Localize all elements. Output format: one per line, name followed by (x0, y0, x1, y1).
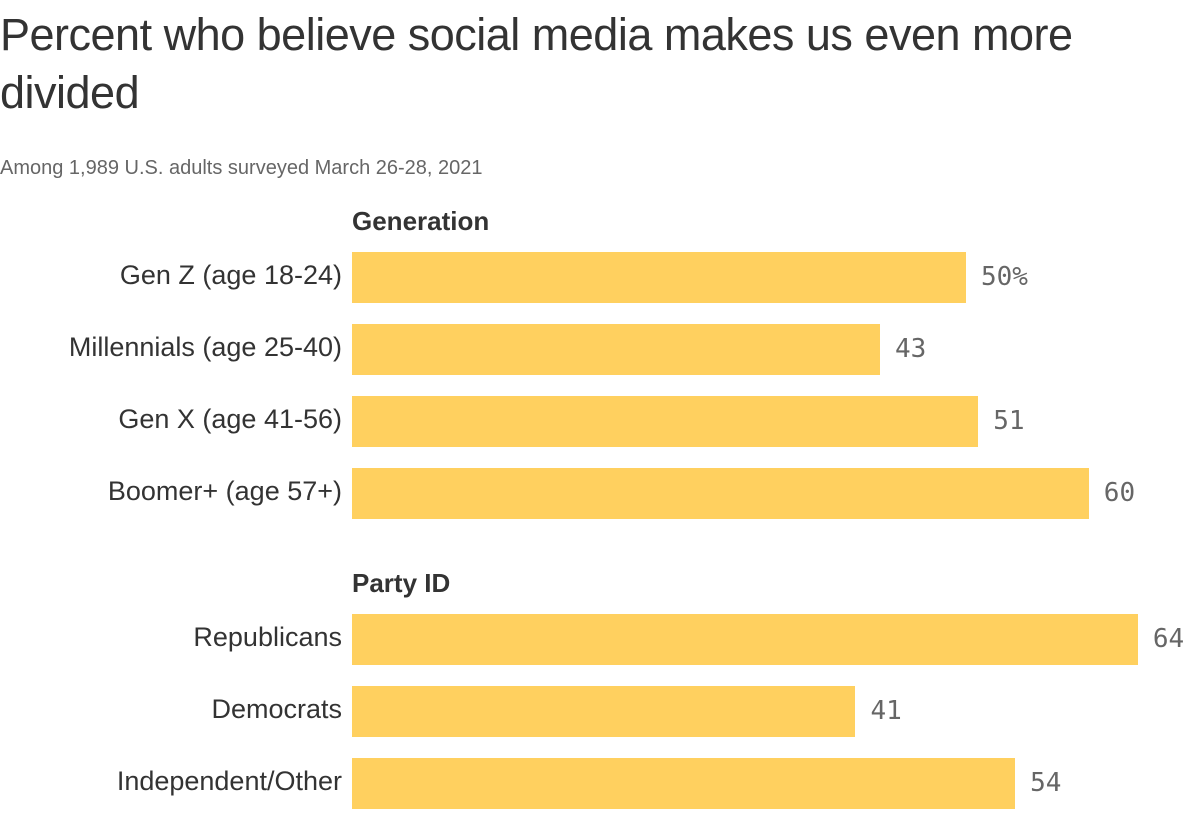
category-label: Gen X (age 41-56) (118, 404, 342, 434)
value-label: 54 (1030, 768, 1062, 798)
category-label: Independent/Other (116, 766, 342, 796)
bar (352, 324, 881, 375)
value-label: 41 (870, 696, 902, 726)
bar (352, 252, 966, 303)
category-label: Boomer+ (age 57+) (107, 476, 342, 506)
value-label: 64 (1152, 624, 1185, 654)
value-label: 60 (1103, 478, 1136, 508)
bar (352, 468, 1089, 519)
category-label: Republicans (193, 622, 342, 652)
bar (352, 396, 979, 447)
value-label: 51 (993, 406, 1025, 436)
chart-title: Percent who believe social media makes u… (0, 9, 1073, 118)
group-heading: Party ID (352, 568, 451, 598)
bar (352, 614, 1138, 665)
group-heading: Generation (352, 206, 490, 236)
chart-subtitle: Among 1,989 U.S. adults surveyed March 2… (0, 157, 483, 179)
bar (352, 758, 1016, 809)
value-label: 43 (895, 334, 927, 364)
value-label: 50% (981, 262, 1028, 292)
category-label: Millennials (age 25-40) (68, 332, 342, 362)
category-label: Democrats (211, 694, 342, 724)
category-label: Gen Z (age 18-24) (119, 260, 342, 290)
bar (352, 686, 856, 737)
